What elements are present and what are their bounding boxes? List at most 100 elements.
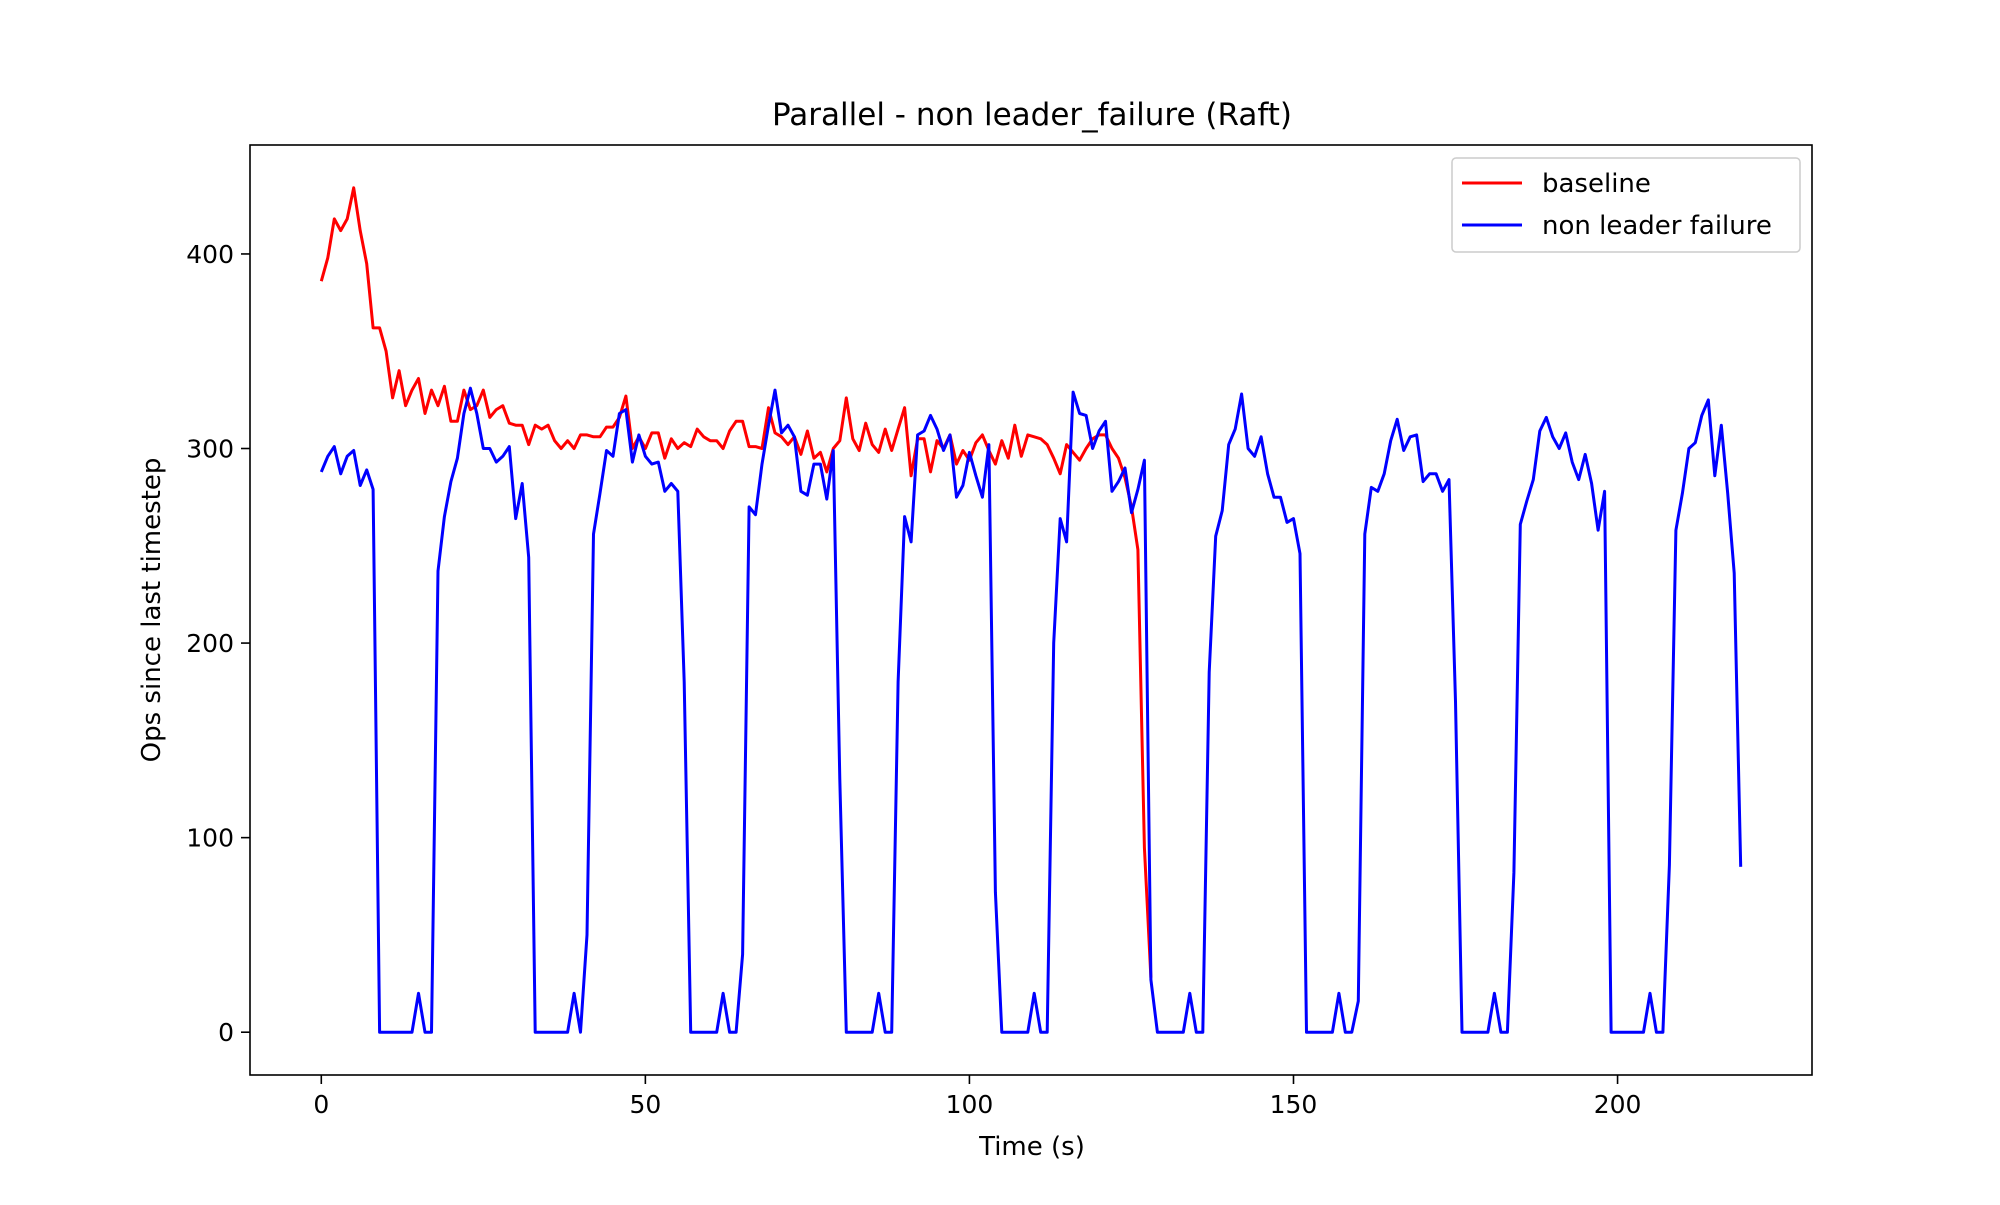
data-point	[683, 681, 686, 684]
data-point	[1402, 449, 1405, 452]
data-point	[709, 439, 712, 442]
data-point	[456, 457, 459, 460]
data-point	[748, 505, 751, 508]
data-point	[1046, 443, 1049, 446]
data-point	[1337, 992, 1340, 995]
data-point	[521, 424, 524, 427]
data-point	[884, 428, 887, 431]
data-point	[1733, 572, 1736, 575]
data-point	[1143, 459, 1146, 462]
data-point	[378, 1031, 381, 1034]
data-point	[346, 217, 349, 220]
data-point	[1467, 1031, 1470, 1034]
data-point	[955, 463, 958, 466]
data-point	[547, 1031, 550, 1034]
data-point	[372, 488, 375, 491]
data-point	[929, 414, 932, 417]
data-point	[884, 1031, 887, 1034]
data-point	[1117, 457, 1120, 460]
data-point	[761, 463, 764, 466]
data-point	[1091, 447, 1094, 450]
data-point	[1136, 488, 1139, 491]
data-point	[728, 430, 731, 433]
data-point	[1078, 412, 1081, 415]
data-point	[1279, 496, 1282, 499]
data-point	[333, 445, 336, 448]
plot-frame	[249, 144, 1813, 1076]
data-point	[709, 1031, 712, 1034]
data-point	[1331, 1031, 1334, 1034]
data-point	[1597, 529, 1600, 532]
series-layer	[319, 186, 1743, 1034]
x-tick-label: 50	[629, 1090, 661, 1119]
data-point	[1305, 1031, 1308, 1034]
data-point	[1111, 447, 1114, 450]
data-point	[534, 424, 537, 427]
data-point	[1033, 435, 1036, 438]
data-point	[799, 490, 802, 493]
y-tick-label: 100	[186, 824, 234, 853]
data-point	[1000, 1031, 1003, 1034]
data-point	[981, 496, 984, 499]
data-point	[1311, 1031, 1314, 1034]
data-point	[741, 420, 744, 423]
data-point	[994, 891, 997, 894]
data-point	[437, 404, 440, 407]
data-point	[1720, 424, 1723, 427]
data-point	[560, 1031, 563, 1034]
data-point	[767, 406, 770, 409]
data-point	[469, 387, 472, 390]
data-point	[618, 412, 621, 415]
data-point	[663, 490, 666, 493]
data-point	[1059, 472, 1062, 475]
data-point	[897, 681, 900, 684]
data-point	[579, 1031, 582, 1034]
data-point	[1039, 437, 1042, 440]
data-point	[637, 433, 640, 436]
data-point	[1007, 1031, 1010, 1034]
data-point	[929, 470, 932, 473]
data-point	[1480, 1031, 1483, 1034]
data-point	[1104, 420, 1107, 423]
data-point	[702, 1031, 705, 1034]
data-point	[372, 326, 375, 329]
data-point	[417, 377, 420, 380]
data-point	[1085, 414, 1088, 417]
data-point	[553, 439, 556, 442]
data-point	[508, 445, 511, 448]
data-point	[1234, 428, 1237, 431]
data-point	[877, 451, 880, 454]
data-point	[1240, 393, 1243, 396]
data-point	[670, 482, 673, 485]
data-point	[456, 420, 459, 423]
data-point	[1052, 457, 1055, 460]
data-point	[592, 533, 595, 536]
data-point	[838, 439, 841, 442]
data-point	[845, 1031, 848, 1034]
data-point	[521, 482, 524, 485]
data-point	[514, 424, 517, 427]
data-point	[1214, 535, 1217, 538]
data-point	[663, 457, 666, 460]
data-point	[1707, 398, 1710, 401]
data-point	[871, 443, 874, 446]
data-point	[359, 484, 362, 487]
data-point	[1065, 443, 1068, 446]
data-point	[1136, 548, 1139, 551]
data-point	[1266, 472, 1269, 475]
data-point	[955, 496, 958, 499]
x-tick-label: 200	[1594, 1090, 1642, 1119]
data-point	[1454, 700, 1457, 703]
data-point	[1603, 490, 1606, 493]
data-point	[890, 1031, 893, 1034]
data-point	[916, 433, 919, 436]
data-point	[1072, 391, 1075, 394]
data-point	[573, 992, 576, 995]
data-point	[987, 443, 990, 446]
data-point	[339, 472, 342, 475]
data-point	[475, 412, 478, 415]
data-point	[579, 433, 582, 436]
data-point	[1661, 1031, 1664, 1034]
data-point	[612, 426, 615, 429]
data-point	[1324, 1031, 1327, 1034]
